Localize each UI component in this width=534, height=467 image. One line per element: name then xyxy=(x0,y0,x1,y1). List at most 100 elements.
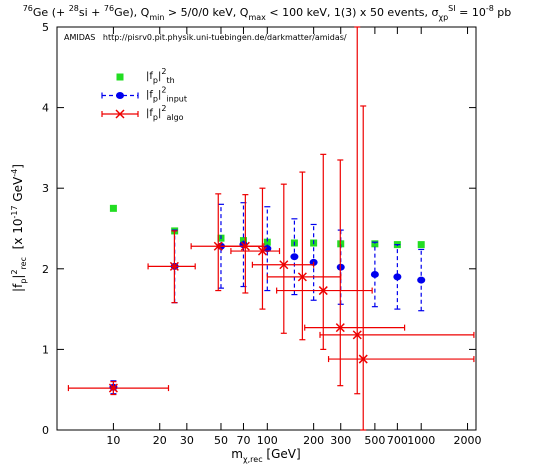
text-part: -17 xyxy=(10,205,19,218)
text-part: 28 xyxy=(69,4,79,13)
text-part: th xyxy=(166,76,174,85)
marker xyxy=(297,272,307,282)
marker xyxy=(358,354,368,364)
marker-stroke xyxy=(240,241,250,251)
text-part: algo xyxy=(166,113,183,122)
x-tick-label: 70 xyxy=(236,434,250,447)
text-part: 76 xyxy=(23,4,33,13)
text-part: SI xyxy=(448,4,455,13)
text-part: [x 10 xyxy=(11,219,25,258)
marker xyxy=(213,241,223,251)
marker xyxy=(370,270,379,278)
text-part: < 100 keV, 1(3) x 50 events, σ xyxy=(266,6,439,19)
marker xyxy=(352,330,362,340)
text-part: = 10 xyxy=(456,6,486,19)
marker xyxy=(417,276,426,284)
legend-marker xyxy=(116,92,124,99)
y-tick-label: 1 xyxy=(42,343,49,356)
marker-stroke xyxy=(335,323,345,333)
text-part: input xyxy=(166,95,187,104)
text-part: pb xyxy=(494,6,511,19)
marker xyxy=(257,246,267,256)
text-part: | xyxy=(158,90,161,101)
text-part: | xyxy=(158,108,161,119)
text-part: 2 xyxy=(10,269,19,274)
marker xyxy=(109,204,117,212)
text-part: -4 xyxy=(10,169,19,177)
marker xyxy=(263,238,271,246)
marker xyxy=(318,286,328,296)
marker-stroke xyxy=(352,330,362,340)
marker-stroke xyxy=(108,383,118,393)
text-part: GeV xyxy=(11,176,25,205)
marker-stroke xyxy=(169,261,179,271)
x-axis-label: mχ,rec [GeV] xyxy=(231,447,300,464)
legend-marker xyxy=(116,73,124,81)
marker-stroke xyxy=(115,109,125,119)
text-part: -8 xyxy=(486,4,494,13)
legend-label: |fp|2algo xyxy=(146,104,184,122)
x-tick-label: 20 xyxy=(153,434,167,447)
x-tick-label: 200 xyxy=(303,434,324,447)
x-tick-label: 1000 xyxy=(407,434,435,447)
x-tick-label: 300 xyxy=(330,434,351,447)
text-part: 76 xyxy=(104,4,114,13)
legend-marker xyxy=(115,109,125,119)
marker-stroke xyxy=(257,246,267,256)
text-part: |f xyxy=(146,90,153,101)
text-part: Ge (+ xyxy=(33,6,69,19)
y-tick-label: 5 xyxy=(42,21,49,34)
legend-label: |fp|2th xyxy=(146,67,175,85)
plot-frame xyxy=(56,26,477,431)
text-part: | xyxy=(11,275,25,279)
y-tick-label: 4 xyxy=(42,102,49,115)
text-part: max xyxy=(248,13,266,22)
legend-label: |fp|2input xyxy=(146,86,187,104)
chart-title: 76Ge (+ 28si + 76Ge), Qmin > 5/0/0 keV, … xyxy=(23,4,512,22)
marker xyxy=(240,241,250,251)
text-part: |f xyxy=(146,71,153,82)
text-part: p xyxy=(19,279,28,284)
marker-stroke xyxy=(213,241,223,251)
marker xyxy=(393,273,402,281)
marker xyxy=(108,383,118,393)
marker xyxy=(371,240,379,248)
text-part: 2 xyxy=(161,86,166,95)
marker-stroke xyxy=(318,286,328,296)
x-tick-label: 2000 xyxy=(454,434,482,447)
marker-stroke xyxy=(297,272,307,282)
x-tick-label: 30 xyxy=(180,434,194,447)
marker xyxy=(263,245,272,253)
text-part: p xyxy=(153,95,158,104)
text-part: χp xyxy=(438,13,448,22)
x-tick-label: 100 xyxy=(257,434,278,447)
x-tick-label: 700 xyxy=(387,434,408,447)
marker xyxy=(335,323,345,333)
text-part: 2 xyxy=(161,67,166,76)
text-part: | xyxy=(158,71,161,82)
marker-stroke xyxy=(279,260,289,270)
text-part: χ,rec xyxy=(243,455,263,464)
text-part: 2 xyxy=(161,104,166,113)
y-tick-label: 3 xyxy=(42,182,49,195)
marker-stroke xyxy=(358,354,368,364)
x-tick-label: 10 xyxy=(106,434,120,447)
marker xyxy=(169,261,179,271)
marker xyxy=(279,260,289,270)
x-tick-label: 500 xyxy=(364,434,385,447)
text-part: rec xyxy=(19,257,28,269)
text-part: > 5/0/0 keV, Q xyxy=(164,6,248,19)
text-part: min xyxy=(149,13,164,22)
text-part: [GeV] xyxy=(263,447,301,461)
text-part: p xyxy=(153,113,158,122)
marker xyxy=(417,241,425,249)
text-part: si + xyxy=(79,6,104,19)
text-part: Ge), Q xyxy=(114,6,150,19)
text-part: m xyxy=(231,447,243,461)
text-part: |f xyxy=(146,108,153,119)
y-tick-label: 0 xyxy=(42,424,49,437)
text-part: p xyxy=(153,76,158,85)
marker xyxy=(290,253,299,261)
annotation: AMIDAS http://pisrv0.pit.physik.uni-tueb… xyxy=(64,33,347,42)
